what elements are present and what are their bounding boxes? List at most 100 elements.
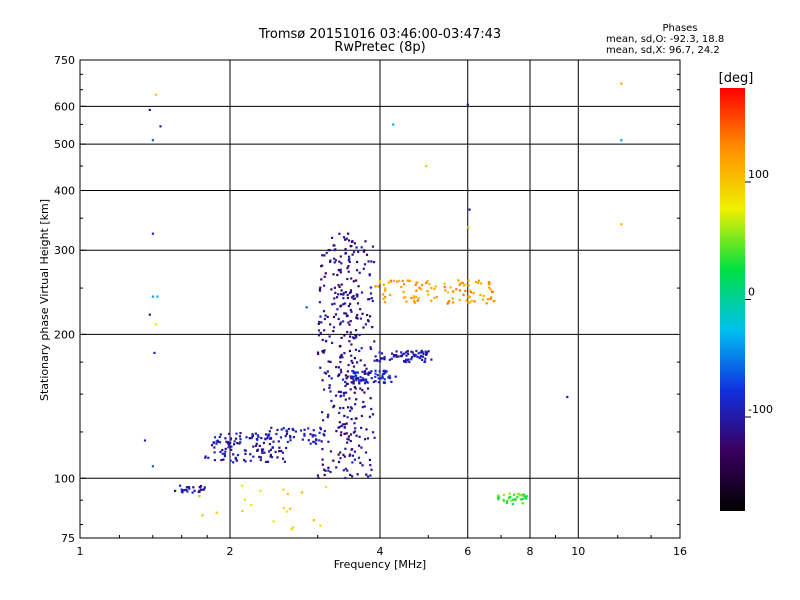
data-point bbox=[346, 375, 349, 378]
data-point bbox=[347, 363, 350, 367]
data-point bbox=[192, 486, 195, 489]
data-point bbox=[339, 360, 342, 364]
data-point bbox=[259, 456, 262, 459]
data-point bbox=[342, 236, 346, 239]
data-point bbox=[364, 382, 367, 385]
data-point bbox=[355, 279, 358, 282]
data-point bbox=[329, 260, 332, 263]
data-point bbox=[485, 302, 488, 305]
data-point bbox=[383, 370, 386, 373]
data-point bbox=[404, 351, 408, 354]
data-point bbox=[332, 406, 335, 409]
data-point bbox=[350, 343, 353, 346]
data-point bbox=[465, 299, 468, 302]
data-point bbox=[417, 297, 420, 300]
data-point bbox=[235, 432, 238, 435]
data-point bbox=[458, 298, 461, 301]
data-point bbox=[367, 260, 370, 263]
data-point bbox=[489, 297, 492, 301]
data-point bbox=[148, 108, 151, 111]
data-point bbox=[339, 390, 342, 394]
data-point bbox=[351, 240, 354, 243]
data-point bbox=[270, 426, 273, 429]
data-point bbox=[349, 439, 352, 443]
data-point bbox=[318, 439, 321, 442]
data-point bbox=[368, 273, 371, 276]
data-point bbox=[395, 354, 398, 357]
data-point bbox=[282, 457, 285, 460]
data-point bbox=[462, 293, 465, 296]
data-point bbox=[361, 312, 364, 315]
data-point bbox=[490, 296, 493, 299]
data-point bbox=[340, 289, 343, 292]
data-point bbox=[353, 386, 356, 389]
data-point bbox=[452, 290, 455, 293]
data-point bbox=[350, 277, 353, 280]
data-point bbox=[319, 428, 322, 431]
data-point bbox=[368, 298, 371, 301]
data-point bbox=[342, 303, 345, 306]
data-point bbox=[427, 293, 430, 296]
data-point bbox=[327, 360, 330, 363]
data-point bbox=[358, 382, 361, 385]
data-point bbox=[336, 296, 339, 299]
data-point bbox=[251, 434, 254, 437]
data-point bbox=[372, 380, 375, 384]
data-point bbox=[357, 456, 361, 459]
data-point bbox=[371, 326, 374, 329]
data-point bbox=[405, 358, 408, 361]
data-point bbox=[521, 502, 524, 505]
data-point bbox=[338, 285, 341, 288]
data-point bbox=[221, 452, 224, 455]
data-point bbox=[502, 498, 505, 501]
data-point bbox=[233, 443, 236, 446]
data-point bbox=[229, 445, 232, 448]
data-point bbox=[336, 273, 339, 277]
data-point bbox=[373, 359, 376, 362]
data-point bbox=[349, 320, 352, 323]
data-point bbox=[239, 438, 242, 441]
data-point bbox=[281, 451, 284, 454]
data-point bbox=[506, 499, 509, 503]
data-point bbox=[342, 406, 345, 410]
data-point bbox=[452, 301, 455, 304]
data-point bbox=[342, 297, 345, 300]
data-point bbox=[365, 380, 368, 383]
data-point bbox=[227, 446, 230, 449]
data-point bbox=[266, 460, 270, 463]
data-point bbox=[151, 295, 154, 298]
data-point bbox=[384, 287, 387, 290]
data-point bbox=[472, 292, 475, 295]
data-point bbox=[286, 492, 289, 495]
data-point bbox=[340, 431, 343, 434]
data-point bbox=[351, 336, 355, 339]
data-point bbox=[348, 258, 351, 261]
data-point bbox=[219, 450, 222, 453]
data-point bbox=[334, 313, 338, 316]
data-point bbox=[303, 432, 306, 436]
data-point bbox=[362, 267, 365, 270]
data-point bbox=[345, 432, 348, 435]
data-point bbox=[203, 486, 206, 489]
data-point bbox=[341, 356, 344, 359]
colorbar-ticks: 100 0 -100 bbox=[745, 168, 773, 418]
data-point bbox=[233, 440, 236, 443]
data-point bbox=[351, 253, 354, 256]
data-point bbox=[328, 386, 331, 389]
data-point bbox=[509, 496, 512, 499]
x-tick-label: 10 bbox=[571, 545, 585, 558]
data-point bbox=[220, 459, 223, 462]
data-point bbox=[201, 514, 204, 517]
data-point bbox=[469, 301, 472, 304]
data-point bbox=[199, 485, 203, 488]
data-point bbox=[402, 290, 405, 294]
data-point bbox=[346, 416, 349, 419]
data-point bbox=[419, 351, 422, 354]
data-point bbox=[303, 428, 306, 431]
data-point bbox=[245, 436, 248, 439]
data-point bbox=[355, 336, 358, 339]
data-point bbox=[365, 428, 368, 431]
data-point bbox=[332, 330, 335, 333]
data-point bbox=[390, 357, 393, 360]
data-point bbox=[381, 376, 384, 379]
